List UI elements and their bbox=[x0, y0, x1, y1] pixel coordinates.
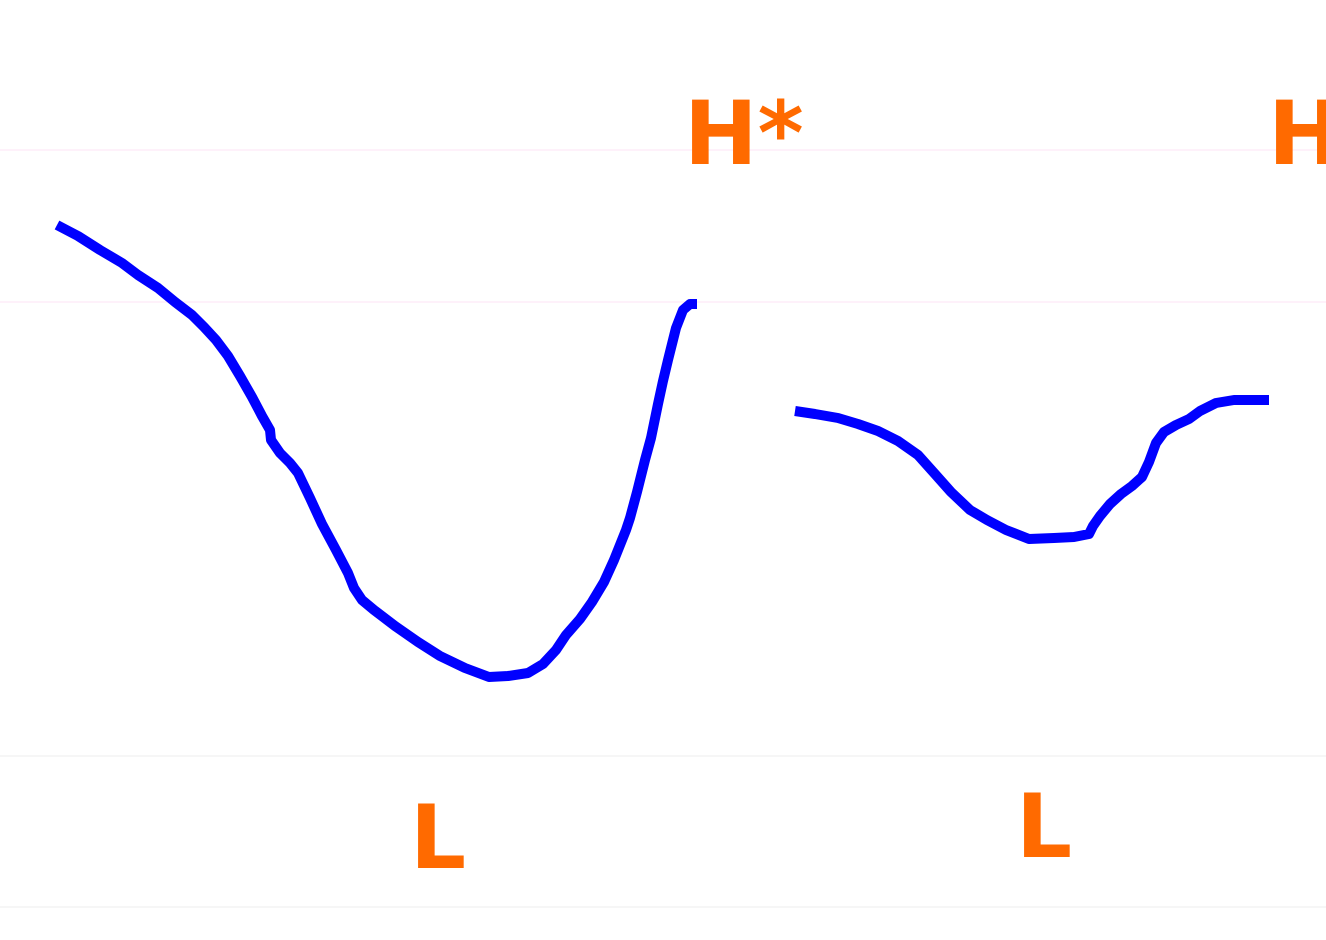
tone-label-h-star: H* bbox=[684, 82, 804, 185]
tone-label-h: H bbox=[1268, 82, 1326, 185]
tone-label-l-first: L bbox=[410, 786, 466, 889]
tone-label-l-second: L bbox=[1016, 775, 1072, 878]
second-pitch-contour bbox=[795, 400, 1269, 539]
first-pitch-contour bbox=[57, 225, 697, 677]
